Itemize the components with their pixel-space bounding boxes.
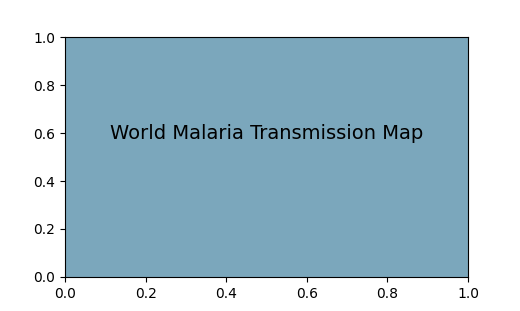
Text: World Malaria Transmission Map: World Malaria Transmission Map bbox=[110, 123, 423, 143]
